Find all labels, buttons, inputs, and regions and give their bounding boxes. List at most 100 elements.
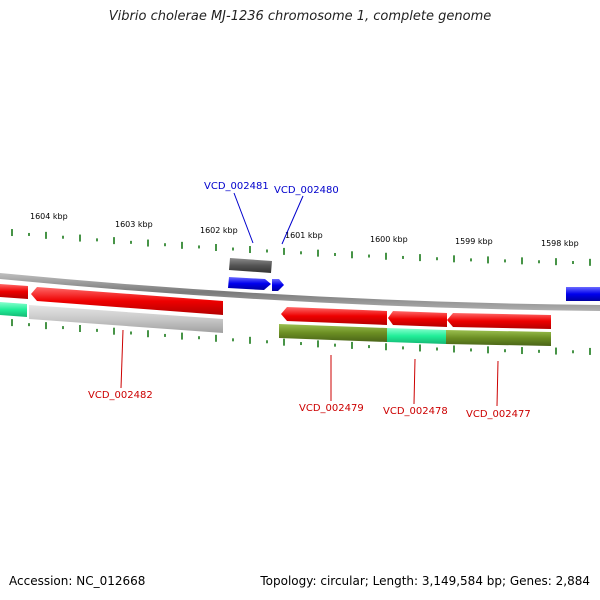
major-tick	[487, 346, 489, 354]
gene-vcd-002481[interactable]	[229, 258, 272, 273]
major-tick	[181, 332, 183, 340]
major-tick	[215, 334, 217, 342]
gene-vcd-002477-red[interactable]	[447, 313, 551, 329]
minor-tick	[572, 261, 574, 265]
minor-tick	[62, 326, 64, 330]
label-vcd-002480[interactable]: VCD_002480	[274, 185, 339, 196]
major-tick	[249, 336, 251, 344]
minor-tick	[164, 243, 166, 247]
label-vcd-002478[interactable]: VCD_002478	[383, 406, 448, 417]
major-tick	[385, 252, 387, 260]
accession-text: Accession: NC_012668	[9, 574, 146, 588]
major-tick	[555, 347, 557, 355]
major-tick	[521, 257, 523, 265]
scale-label-1603: 1603 kbp	[115, 220, 153, 229]
leader-vcd-002480	[281, 195, 304, 245]
major-tick	[11, 229, 13, 237]
minor-tick	[198, 336, 200, 340]
gene-left-red-partial[interactable]	[0, 284, 28, 299]
minor-tick	[130, 331, 132, 335]
major-tick	[147, 330, 149, 338]
major-tick	[113, 237, 115, 245]
major-tick	[79, 234, 81, 242]
label-vcd-002479[interactable]: VCD_002479	[299, 403, 364, 414]
lower-tick-row	[11, 319, 591, 355]
scale-label-1601: 1601 kbp	[285, 231, 323, 240]
leader-vcd-002477	[496, 360, 499, 407]
minor-tick	[334, 252, 336, 256]
major-tick	[79, 325, 81, 333]
minor-tick	[96, 328, 98, 332]
genome-summary: Topology: circular; Length: 3,149,584 bp…	[260, 574, 590, 588]
minor-tick	[504, 349, 506, 353]
minor-tick	[164, 333, 166, 337]
gene-vcd-002479-red[interactable]	[281, 307, 387, 325]
major-tick	[419, 344, 421, 352]
major-tick	[419, 254, 421, 262]
minor-tick	[300, 342, 302, 346]
upper-tick-row	[11, 229, 591, 266]
major-tick	[317, 340, 319, 348]
scale-label-1599: 1599 kbp	[455, 237, 493, 246]
major-tick	[487, 256, 489, 264]
major-tick	[521, 347, 523, 355]
gene-vcd-002477[interactable]	[446, 330, 551, 346]
label-vcd-002482[interactable]: VCD_002482	[88, 390, 153, 401]
leader-vcd-002478	[413, 358, 416, 405]
minor-tick	[572, 350, 574, 354]
gene-vcd-002480-body[interactable]	[228, 277, 271, 290]
minor-tick	[266, 340, 268, 344]
gene-vcd-002478-red[interactable]	[388, 311, 447, 327]
label-vcd-002477[interactable]: VCD_002477	[466, 409, 531, 420]
minor-tick	[402, 346, 404, 350]
minor-tick	[198, 245, 200, 249]
major-tick	[45, 322, 47, 330]
major-tick	[215, 243, 217, 251]
major-tick	[453, 255, 455, 263]
minor-tick	[300, 251, 302, 255]
scale-label-1602: 1602 kbp	[200, 226, 238, 235]
minor-tick	[232, 247, 234, 251]
major-tick	[147, 239, 149, 247]
minor-tick	[538, 260, 540, 264]
minor-tick	[232, 338, 234, 342]
gene-vcd-002480[interactable]	[272, 279, 284, 291]
major-tick	[453, 345, 455, 353]
minor-tick	[368, 345, 370, 349]
minor-tick	[402, 255, 404, 259]
major-tick	[113, 327, 115, 335]
minor-tick	[538, 349, 540, 353]
gene-left-cyan-partial[interactable]	[0, 302, 27, 317]
minor-tick	[504, 259, 506, 263]
gene-vcd-002479[interactable]	[279, 324, 387, 342]
leader-vcd-002482	[120, 329, 124, 389]
minor-tick	[368, 254, 370, 258]
scale-label-1604: 1604 kbp	[30, 212, 68, 221]
major-tick	[589, 347, 591, 355]
major-tick	[317, 249, 319, 257]
major-tick	[589, 258, 591, 266]
major-tick	[11, 319, 13, 327]
minor-tick	[28, 323, 30, 327]
minor-tick	[334, 343, 336, 347]
major-tick	[45, 231, 47, 239]
major-tick	[351, 251, 353, 259]
major-tick	[351, 341, 353, 349]
minor-tick	[62, 235, 64, 239]
map-title: Vibrio cholerae MJ-1236 chromosome 1, co…	[108, 9, 492, 24]
gene-vcd-002478[interactable]	[387, 328, 446, 344]
major-tick	[181, 241, 183, 249]
minor-tick	[436, 347, 438, 351]
major-tick	[283, 338, 285, 346]
major-tick	[283, 247, 285, 255]
gene-vcd-002482-red[interactable]	[31, 287, 223, 315]
gene-vcd-002482[interactable]	[29, 305, 223, 333]
leader-vcd-002481	[233, 192, 254, 244]
gene-right-blue[interactable]	[566, 287, 600, 301]
minor-tick	[436, 257, 438, 261]
minor-tick	[470, 258, 472, 262]
minor-tick	[28, 232, 30, 236]
label-vcd-002481[interactable]: VCD_002481	[204, 181, 269, 192]
genome-backbone	[0, 273, 600, 311]
